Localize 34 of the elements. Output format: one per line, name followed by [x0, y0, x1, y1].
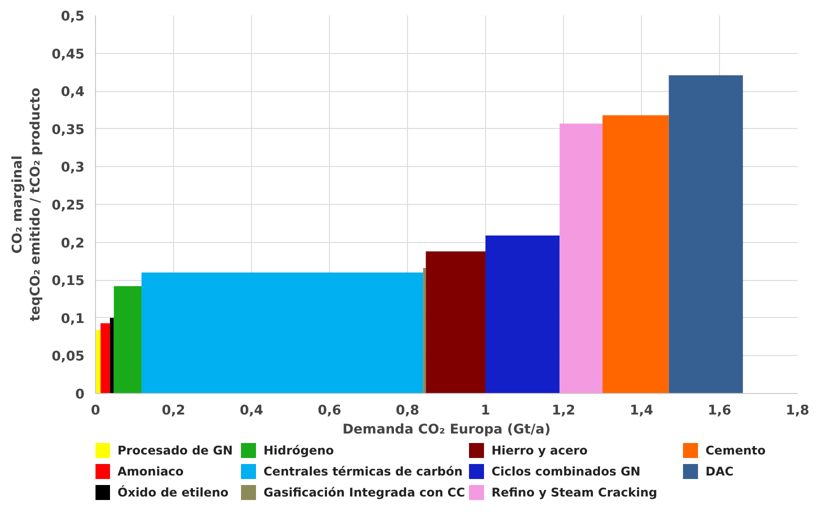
y-tick-label: 0,2 [60, 236, 85, 252]
y-tick-label: 0,1 [60, 312, 85, 327]
legend-label: DAC [706, 464, 734, 478]
y-tick-label: 0,45 [52, 47, 85, 62]
legend-label: Refino y Steam Cracking [492, 486, 658, 500]
x-axis-title: Demanda CO₂ Europa (Gt/a) [342, 422, 551, 438]
x-tick-label: 0,6 [318, 404, 342, 418]
legend-label: Gasificación Integrada con CC [264, 486, 466, 500]
x-tick-label: 1,2 [552, 404, 576, 418]
legend-label: Centrales térmicas de carbón [264, 464, 463, 478]
x-tick-label: 1,6 [708, 404, 732, 418]
legend-label: Óxido de etileno [118, 484, 228, 500]
x-tick-label: 0 [90, 404, 100, 418]
y-axis-title: CO₂ marginal teqCO₂ emitido / tCO₂ producto [10, 88, 44, 322]
legend-label: Procesado de GN [118, 444, 233, 458]
y-tick-label: 0,4 [60, 85, 85, 100]
x-tick-label: 0,4 [240, 404, 264, 418]
x-tick-label: 1 [480, 404, 490, 418]
y-tick-label: 0,3 [60, 160, 85, 176]
x-tick-label: 1,4 [630, 404, 654, 418]
legend-label: Hierro y acero [492, 444, 588, 458]
legend-label: Amoniaco [118, 464, 184, 478]
x-tick-label: 0,2 [162, 404, 186, 418]
x-tick-label: 0,8 [396, 404, 420, 418]
y-tick-label: 0 [75, 388, 85, 402]
y-tick-label: 0,05 [52, 350, 85, 365]
x-tick-label: 1,8 [786, 404, 810, 418]
y-tick-label: 0,35 [52, 122, 85, 138]
legend-label: Cemento [706, 444, 766, 458]
y-tick-label: 0,15 [52, 274, 85, 290]
legend-label: Ciclos combinados GN [492, 464, 640, 478]
y-tick-label: 0,25 [52, 198, 85, 214]
y-tick-label: 0,5 [60, 10, 85, 24]
legend-label: Hidrógeno [264, 444, 334, 458]
